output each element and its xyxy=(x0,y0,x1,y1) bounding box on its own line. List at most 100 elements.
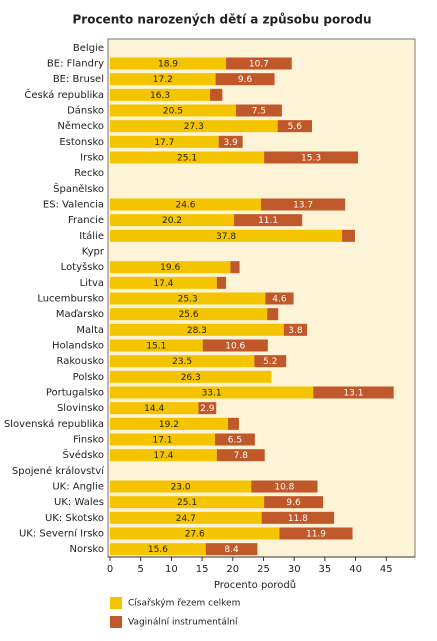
y-tick-label: Estonsko xyxy=(59,137,104,148)
data-label: 4.6 xyxy=(272,295,287,305)
bar-segment xyxy=(110,402,199,415)
data-label: 17.2 xyxy=(153,75,173,85)
x-tick-label: 15 xyxy=(196,564,209,575)
x-tick-label: 35 xyxy=(319,564,332,575)
data-label: 14.4 xyxy=(144,404,164,414)
bar-segment xyxy=(251,480,318,493)
bar-segment xyxy=(261,198,346,211)
y-tick-label: BE: Brusel xyxy=(53,74,104,85)
data-label: 24.7 xyxy=(176,514,196,524)
data-label: 19.2 xyxy=(159,420,179,430)
y-tick-label: UK: Skotsko xyxy=(45,513,104,524)
x-tick-label: 25 xyxy=(257,564,270,575)
bar-segment xyxy=(215,73,275,86)
bar-segment xyxy=(110,214,235,227)
bar-segment xyxy=(110,151,265,164)
bar-segment xyxy=(110,433,215,446)
y-tick-label: Lucembursko xyxy=(37,294,104,305)
bar-segment xyxy=(110,261,231,274)
legend-swatch xyxy=(110,597,122,609)
y-tick-label: UK: Wales xyxy=(54,497,104,508)
data-label: 10.7 xyxy=(249,60,269,70)
data-label: 9.6 xyxy=(238,75,253,85)
y-tick-label: Dánsko xyxy=(67,105,104,117)
x-tick-label: 20 xyxy=(226,564,239,575)
data-label: 17.4 xyxy=(153,451,173,461)
y-tick-label: Litva xyxy=(80,278,104,289)
y-tick-label: Norsko xyxy=(70,544,104,555)
bar-segment xyxy=(267,308,279,321)
data-label: 8.4 xyxy=(224,545,239,555)
bar-segment xyxy=(110,276,217,289)
data-label: 11.9 xyxy=(306,530,326,540)
chart-title: Procento narozených dětí a způsobu porod… xyxy=(72,13,371,27)
bar-segment xyxy=(110,292,266,305)
y-tick-label: Francie xyxy=(68,215,104,226)
bar-segment xyxy=(265,292,294,305)
bar-segment xyxy=(110,88,211,101)
data-label: 25.6 xyxy=(179,310,199,320)
data-label: 10.6 xyxy=(225,342,245,352)
bar-segment xyxy=(230,261,240,274)
data-label: 37.8 xyxy=(216,232,236,242)
bar-segment xyxy=(110,417,228,430)
bar-segment xyxy=(226,57,292,70)
y-tick-label: Švédsko xyxy=(62,448,104,461)
bar-segment xyxy=(110,496,265,509)
bar-segment xyxy=(264,151,359,164)
bar-segment xyxy=(218,135,243,148)
bar-segment xyxy=(110,308,268,321)
legend-label: Vaginální instrumentální xyxy=(128,618,238,628)
data-label: 28.3 xyxy=(187,326,207,336)
y-tick-label: Belgie xyxy=(73,43,104,54)
y-tick-label: ES: Valencia xyxy=(43,200,104,211)
data-label: 15.6 xyxy=(148,545,168,555)
data-label: 27.6 xyxy=(185,530,205,540)
y-tick-label: BE: Flandry xyxy=(47,59,104,70)
x-tick-label: 30 xyxy=(288,564,301,575)
bar-segment xyxy=(234,214,303,227)
y-tick-label: Rakousko xyxy=(56,356,104,367)
y-tick-label: Německo xyxy=(57,120,104,132)
bar-segment xyxy=(110,73,216,86)
bar-segment xyxy=(110,339,203,352)
data-label: 17.4 xyxy=(153,279,173,289)
legend-swatch xyxy=(110,616,122,628)
bar-segment xyxy=(216,449,265,462)
x-tick-label: 40 xyxy=(349,564,362,575)
bar-segment xyxy=(110,527,280,540)
bar-segment xyxy=(235,104,282,117)
bar-segment xyxy=(110,543,206,556)
data-label: 15.1 xyxy=(146,342,166,352)
data-label: 3.8 xyxy=(288,326,303,336)
bar-segment xyxy=(205,543,258,556)
data-label: 9.6 xyxy=(286,498,301,508)
data-label: 15.3 xyxy=(301,154,321,164)
data-label: 13.1 xyxy=(343,389,363,399)
y-tick-label: Maďarsko xyxy=(56,309,104,320)
y-tick-label: Spojené království xyxy=(12,465,105,477)
data-label: 20.5 xyxy=(163,107,183,117)
bar-segment xyxy=(110,386,314,399)
bar-segment xyxy=(261,511,335,524)
data-label: 13.7 xyxy=(293,201,313,211)
bar-segment xyxy=(210,88,223,101)
data-label: 33.1 xyxy=(202,389,222,399)
bar-segment xyxy=(254,355,287,368)
y-tick-label: UK: Severní Irsko xyxy=(19,528,104,540)
bar-segment xyxy=(202,339,268,352)
bar-segment xyxy=(264,496,324,509)
bar-segment xyxy=(198,402,217,415)
data-label: 17.7 xyxy=(154,138,174,148)
y-tick-label: Finsko xyxy=(73,435,104,446)
bar-segment xyxy=(110,480,252,493)
y-tick-label: Kypr xyxy=(82,247,105,258)
y-tick-label: UK: Anglie xyxy=(52,482,104,493)
data-label: 27.3 xyxy=(184,122,204,132)
data-label: 3.9 xyxy=(223,138,238,148)
data-label: 2.9 xyxy=(200,404,215,414)
data-label: 7.5 xyxy=(252,107,266,117)
data-label: 19.6 xyxy=(160,263,180,273)
x-tick-label: 45 xyxy=(380,564,393,575)
y-tick-label: Holandsko xyxy=(52,341,104,352)
